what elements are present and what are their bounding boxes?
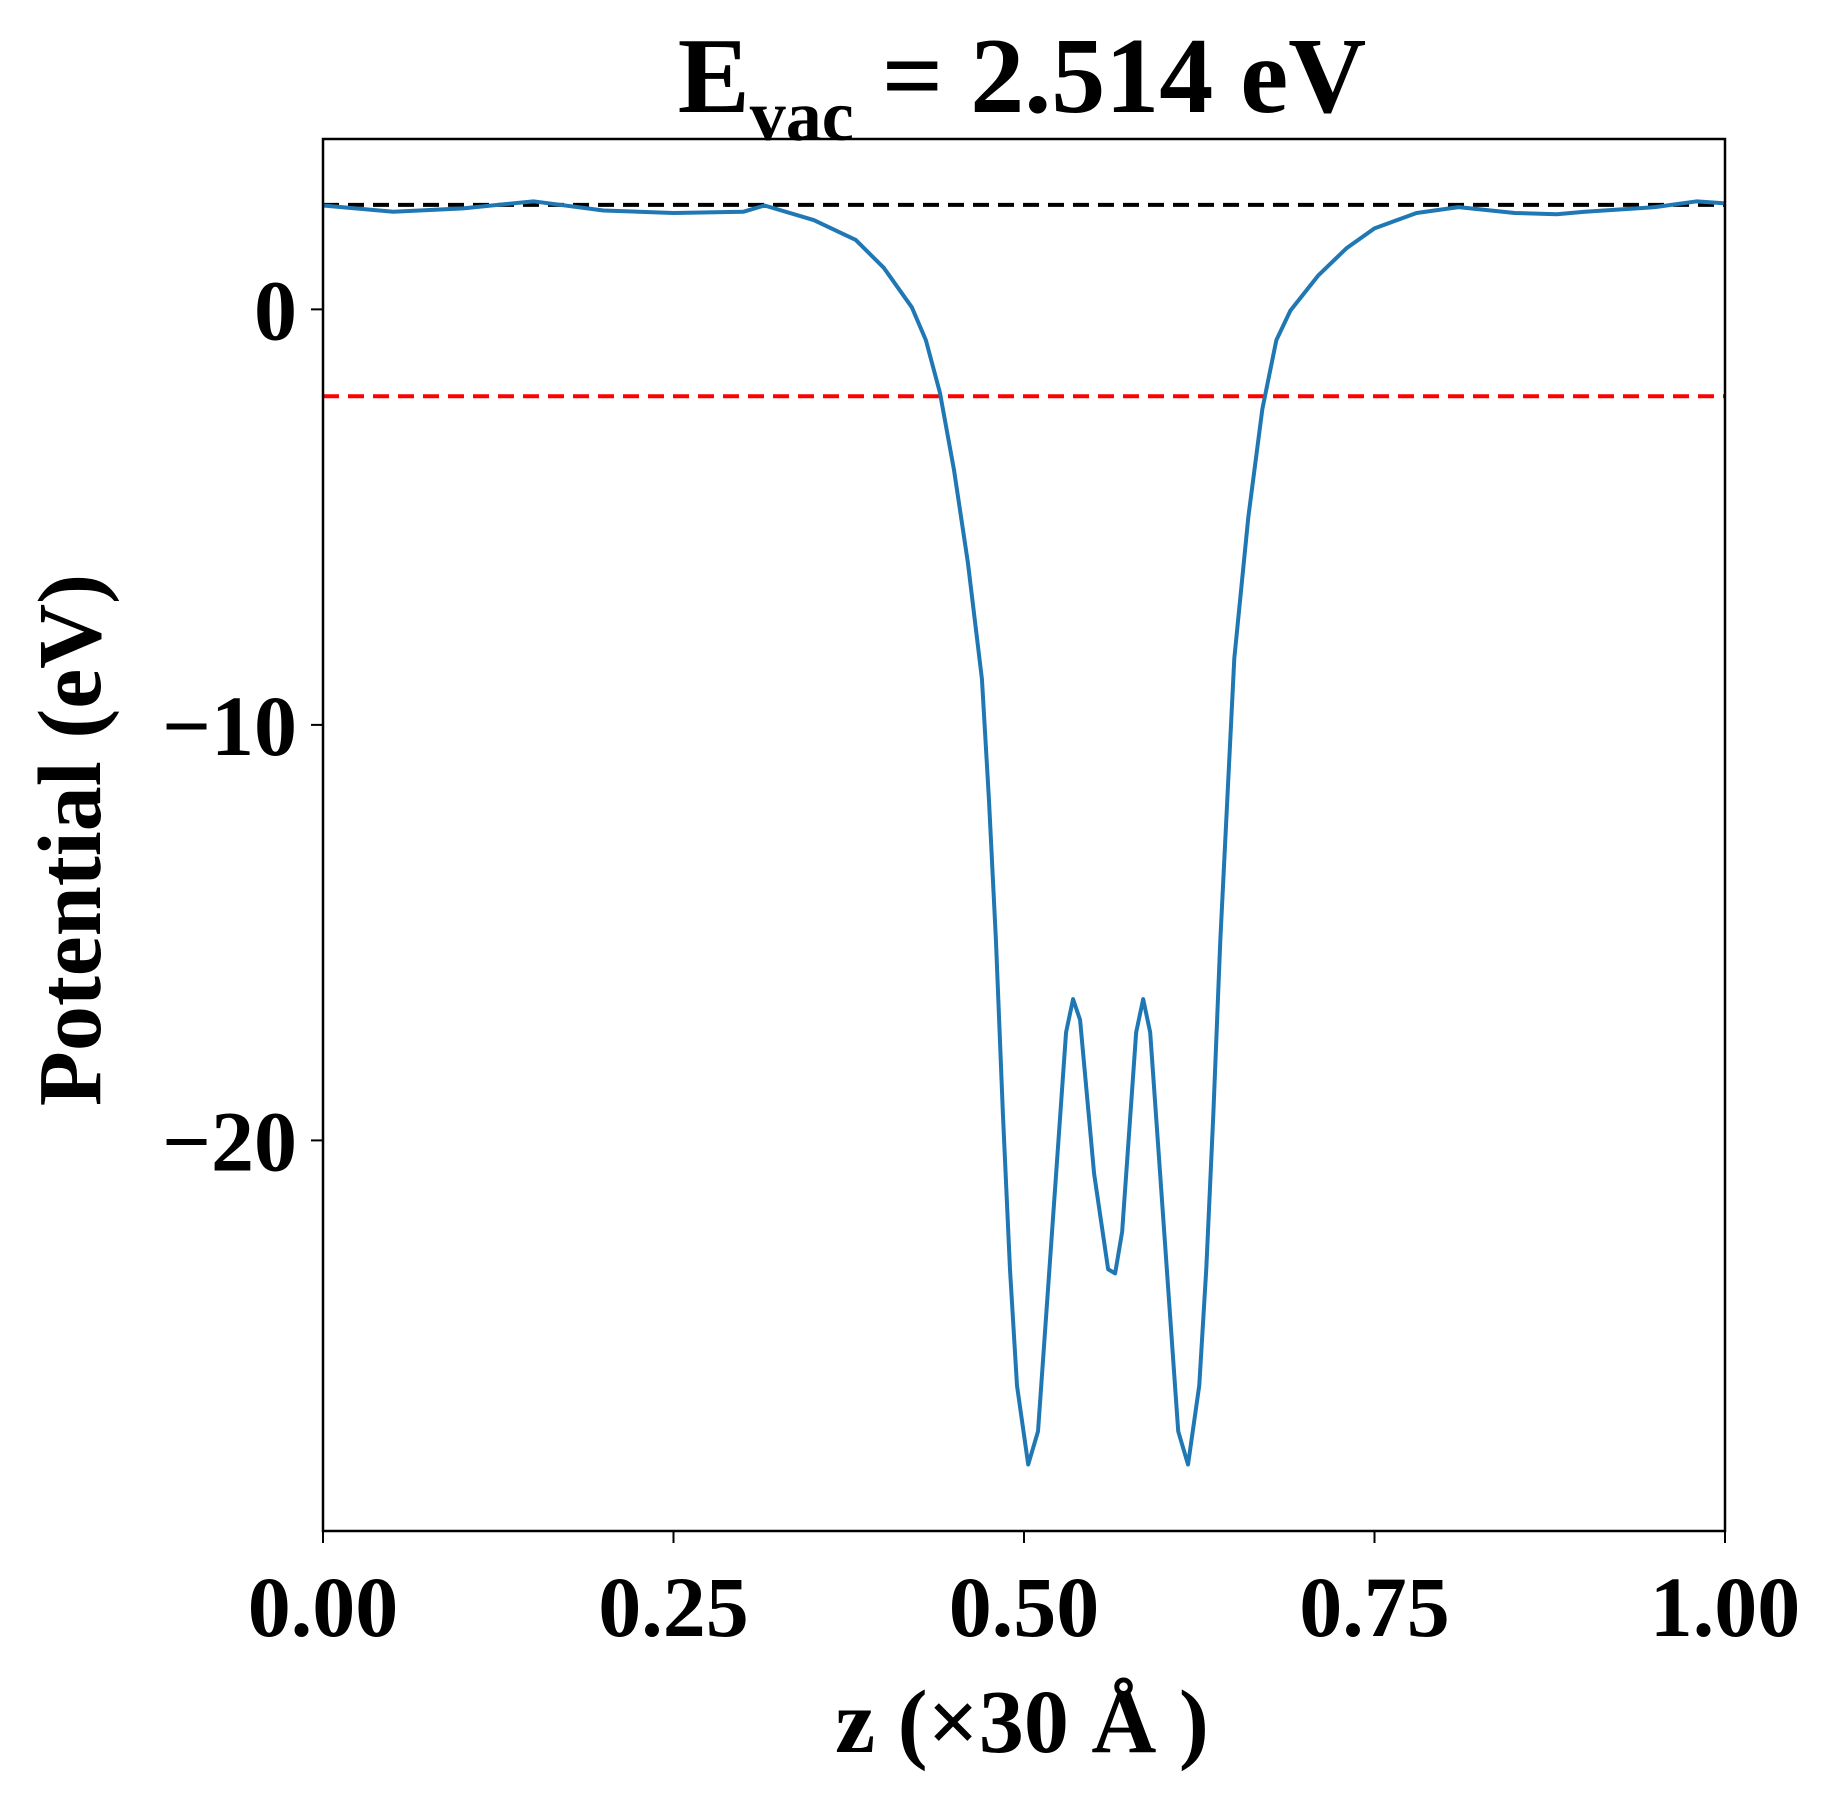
y-tick-label: 0 <box>254 262 297 358</box>
plot-frame <box>321 137 1727 1533</box>
x-tick-label: 0.25 <box>598 1559 749 1655</box>
potential-line <box>322 199 1726 1467</box>
y-tick-label: −20 <box>162 1093 297 1189</box>
x-tick-label: 0.50 <box>949 1559 1100 1655</box>
x-tick-label: 0.75 <box>1299 1559 1450 1655</box>
y-tick-label: −10 <box>162 678 297 774</box>
x-tick-label: 0.00 <box>248 1559 399 1655</box>
title-main: E <box>678 17 750 136</box>
y-axis-label: Potential (eV) <box>21 574 120 1106</box>
title-rest: = 2.514 eV <box>882 17 1366 136</box>
x-axis-label: z (×30 Å ) <box>835 1673 1209 1772</box>
x-tick-label: 1.00 <box>1650 1559 1801 1655</box>
chart-title: Evac = 2.514 eV <box>678 17 1367 156</box>
title-sub: vac <box>750 76 854 156</box>
